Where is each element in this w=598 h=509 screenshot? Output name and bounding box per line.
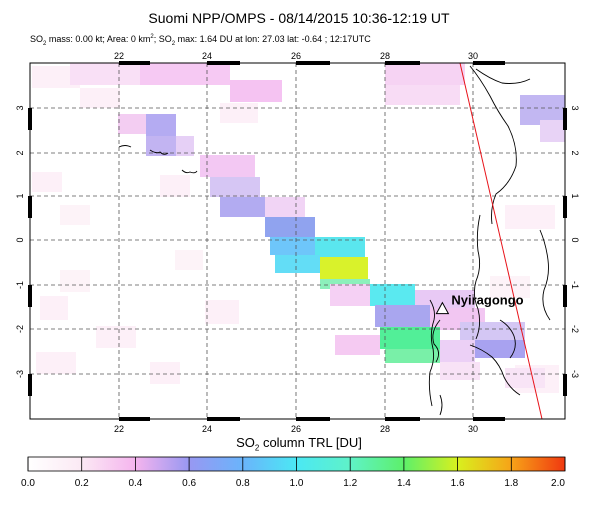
colorbar-tick-5: 1.0 (290, 478, 304, 489)
colorbar-tick-8: 1.6 (451, 478, 465, 489)
colorbar-ticks (27, 457, 566, 471)
colorbar-tick-6: 1.2 (343, 478, 357, 489)
lon-tick-top-26: 26 (291, 51, 301, 61)
subtitle-max-rest: max: 1.64 DU at lon: 27.03 lat: -0.64 ; … (175, 34, 371, 44)
lat-tick-left-m3: -3 (15, 370, 25, 378)
volcano-label: Nyiragongo (451, 293, 523, 308)
lat-tick-right-m1: -1 (570, 281, 580, 289)
map-frame (28, 61, 567, 421)
colorbar-tick-10: 2.0 (551, 478, 565, 489)
colorbar-tick-9: 1.8 (504, 478, 518, 489)
lat-tick-left-m2: -2 (15, 325, 25, 333)
lat-tick-right-3: 3 (570, 105, 580, 110)
subtitle-mass-area: mass: 0.00 kt; Area: 0 km (46, 34, 151, 44)
colorbar-title-so: SO (236, 435, 255, 450)
lon-tick-top-30: 30 (468, 51, 478, 61)
subtitle-area-sup: 2 (150, 34, 154, 40)
colorbar-tick-1: 0.2 (75, 478, 89, 489)
colorbar: 0.0 0.2 0.4 0.6 0.8 1.0 1.2 1.4 1.6 1.8 … (21, 456, 566, 489)
so2-pixels (30, 63, 565, 419)
lat-tick-right-1: 1 (570, 193, 580, 198)
swath-edge-line (459, 62, 543, 420)
subtitle-max-sub: 2 (171, 40, 176, 47)
coastlines (118, 65, 551, 416)
lon-tick-bottom-28: 28 (380, 424, 390, 434)
colorbar-tick-2: 0.4 (128, 478, 142, 489)
lon-tick-top-22: 22 (114, 51, 124, 61)
lon-tick-bottom-24: 24 (202, 424, 212, 434)
lon-tick-labels: 22 24 26 28 30 22 24 26 28 30 (114, 51, 478, 434)
colorbar-title-rest: column TRL [DU] (259, 435, 362, 450)
lat-tick-left-m1: -1 (15, 281, 25, 289)
lon-tick-bottom-22: 22 (114, 424, 124, 434)
lon-tick-top-24: 24 (202, 51, 212, 61)
colorbar-tick-3: 0.6 (182, 478, 196, 489)
colorbar-tick-7: 1.4 (397, 478, 411, 489)
volcano-marker: Nyiragongo (435, 293, 524, 315)
lat-tick-left-0: 0 (15, 237, 25, 242)
graticule (30, 63, 565, 419)
subtitle-max-prefix: ; SO (153, 34, 172, 44)
lat-tick-right-0: 0 (570, 237, 580, 242)
lon-tick-bottom-26: 26 (291, 424, 301, 434)
subtitle-so2-sub: 2 (43, 40, 47, 47)
lat-tick-right-m2: -2 (570, 325, 580, 333)
lat-tick-left-1: 1 (15, 193, 25, 198)
lat-tick-left-2: 2 (15, 150, 25, 155)
lat-tick-labels: 3 2 1 0 -1 -2 -3 3 2 1 0 -1 -2 -3 (15, 105, 580, 378)
lat-tick-right-m3: -3 (570, 370, 580, 378)
lat-tick-left-3: 3 (15, 105, 25, 110)
map-subtitle: SO2 mass: 0.00 kt; Area: 0 km2; SO2 max:… (30, 34, 371, 47)
map-title: Suomi NPP/OMPS - 08/14/2015 10:36-12:19 … (148, 10, 450, 26)
colorbar-tick-4: 0.8 (236, 478, 250, 489)
subtitle-so2-label: SO (30, 34, 44, 44)
colorbar-title-sub: 2 (254, 443, 260, 453)
colorbar-tick-0: 0.0 (21, 478, 35, 489)
lat-tick-right-2: 2 (570, 150, 580, 155)
lon-tick-bottom-30: 30 (468, 424, 478, 434)
lon-tick-top-28: 28 (380, 51, 390, 61)
colorbar-title: SO2 column TRL [DU] (0, 435, 598, 453)
